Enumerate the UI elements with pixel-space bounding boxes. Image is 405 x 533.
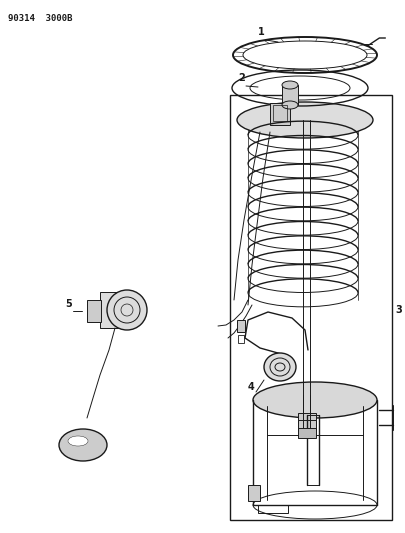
Bar	[258, 505, 288, 513]
Ellipse shape	[59, 429, 107, 461]
Bar	[270, 103, 290, 125]
Bar	[273, 105, 287, 121]
Ellipse shape	[68, 436, 88, 446]
Text: 3: 3	[395, 305, 402, 315]
Ellipse shape	[237, 102, 373, 138]
Bar	[230, 95, 392, 520]
Bar	[87, 300, 101, 322]
Text: 2: 2	[238, 73, 245, 83]
Text: 5: 5	[65, 299, 72, 309]
Bar	[282, 85, 298, 105]
Ellipse shape	[282, 101, 298, 109]
Ellipse shape	[107, 290, 147, 330]
Bar	[248, 485, 260, 501]
Text: 1: 1	[258, 27, 265, 37]
Bar	[238, 335, 244, 343]
Ellipse shape	[282, 81, 298, 89]
Bar	[298, 420, 316, 430]
Text: 4: 4	[248, 382, 255, 392]
Ellipse shape	[253, 382, 377, 418]
Ellipse shape	[264, 353, 296, 381]
Bar	[298, 428, 316, 438]
Bar	[298, 413, 316, 423]
Bar	[237, 320, 245, 332]
Bar	[100, 292, 132, 328]
Text: 90314  3000B: 90314 3000B	[8, 14, 72, 23]
